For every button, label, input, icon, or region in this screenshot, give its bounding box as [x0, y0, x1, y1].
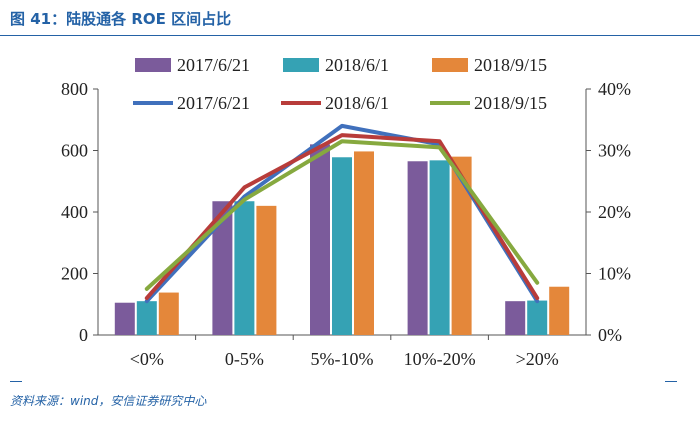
bar-2018-9-15-3	[451, 156, 472, 335]
line-series	[144, 123, 540, 304]
bar-2018-6-1-3	[429, 160, 450, 335]
bar-series	[114, 144, 570, 335]
x-tick-label: <0%	[130, 349, 164, 369]
bar-2018-6-1-1	[234, 201, 255, 335]
line-2018-9-15	[144, 139, 540, 291]
bar-2018-6-1-0	[136, 301, 157, 335]
bar-2017-6-21-2	[310, 144, 330, 335]
bar-2018-6-1-4	[527, 300, 548, 335]
legend-label-bar-2018-6: 2018/6/1	[325, 55, 389, 75]
legend: 2017/6/21 2018/6/1 2018/9/15 2017/6/21 2…	[133, 55, 547, 113]
y-right-tick-label: 40%	[598, 79, 631, 99]
x-tick-label: >20%	[516, 349, 559, 369]
bar-2017-6-21-3	[407, 161, 428, 335]
figure-title: 图 41：陆股通各 ROE 区间占比	[10, 10, 232, 28]
footer-dash-right	[665, 381, 677, 382]
bar-2017-6-21-0	[114, 302, 135, 335]
source-note: 资料来源：wind，安信证券研究中心	[10, 394, 207, 408]
bar-2018-9-15-0	[158, 292, 179, 335]
bar-2018-9-15-2	[354, 151, 374, 335]
x-tick-label: 5%-10%	[311, 349, 374, 369]
bar-2017-6-21-4	[505, 301, 526, 335]
y-right-tick-label: 0%	[598, 325, 622, 345]
legend-label-line-2018-6: 2018/6/1	[325, 93, 389, 113]
legend-label-bar-2017: 2017/6/21	[177, 55, 250, 75]
y-left-tick-label: 600	[61, 141, 88, 161]
y-left-tick-label: 200	[61, 264, 88, 284]
legend-swatch-bar-2017	[135, 58, 171, 72]
x-axis-ticks: <0% 0-5% 5%-10% 10%-20% >20%	[130, 335, 559, 369]
y-axis-left-ticks: 0 200 400 600 800	[61, 79, 98, 345]
legend-label-line-2018-9: 2018/9/15	[474, 93, 547, 113]
x-tick-label: 10%-20%	[404, 349, 476, 369]
y-axis-right-ticks: 0% 10% 20% 30% 40%	[586, 79, 631, 345]
y-right-tick-label: 20%	[598, 202, 631, 222]
y-right-tick-label: 10%	[598, 264, 631, 284]
y-left-tick-label: 800	[61, 79, 88, 99]
legend-label-line-2017: 2017/6/21	[177, 93, 250, 113]
legend-swatch-bar-2018-9	[432, 58, 468, 72]
bar-2018-9-15-4	[549, 286, 570, 335]
bar-2018-6-1-2	[332, 157, 352, 335]
y-left-tick-label: 400	[61, 202, 88, 222]
footer-dash-left	[10, 381, 22, 382]
bar-2018-9-15-1	[256, 205, 277, 335]
legend-label-bar-2018-9: 2018/9/15	[474, 55, 547, 75]
bar-2017-6-21-1	[212, 201, 233, 335]
legend-swatch-bar-2018-6	[283, 58, 319, 72]
x-tick-label: 0-5%	[225, 349, 264, 369]
y-right-tick-label: 30%	[598, 141, 631, 161]
y-left-tick-label: 0	[79, 325, 88, 345]
title-divider	[0, 35, 700, 36]
